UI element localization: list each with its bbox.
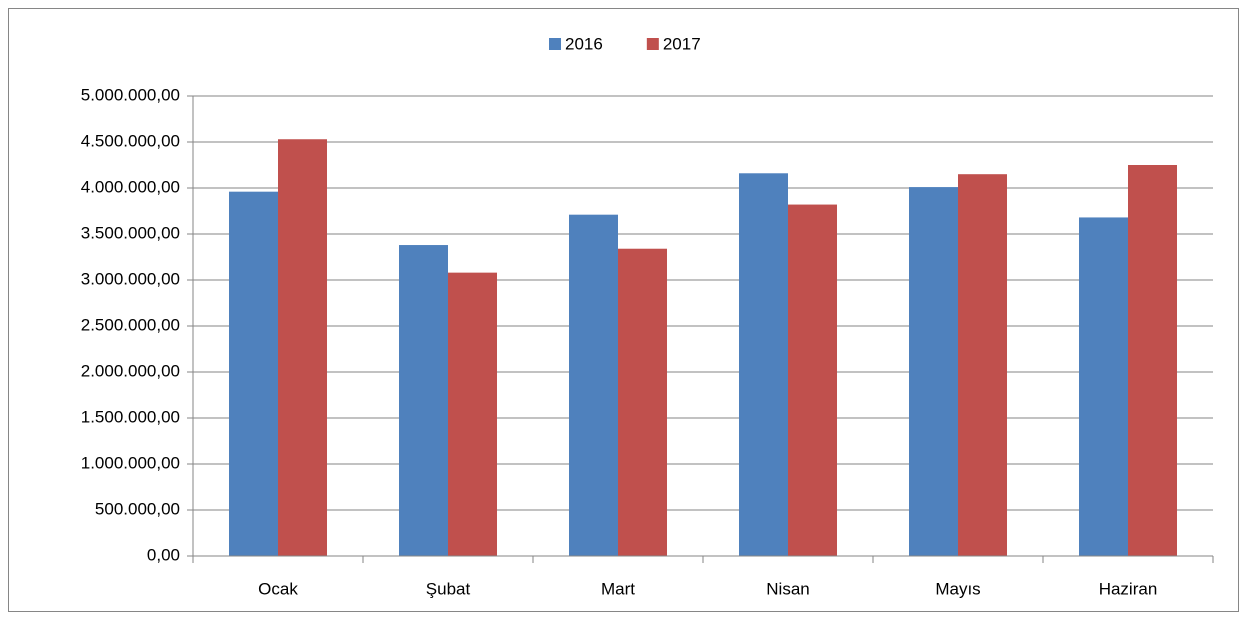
y-tick-label: 0,00 xyxy=(147,545,180,564)
y-tick-label: 4.500.000,00 xyxy=(81,131,180,150)
legend-label: 2016 xyxy=(565,34,603,53)
bar xyxy=(399,245,448,557)
bar xyxy=(958,174,1007,556)
y-tick-label: 3.500.000,00 xyxy=(81,223,180,242)
x-tick-label: Ocak xyxy=(258,579,298,598)
bar xyxy=(618,248,667,556)
x-tick-label: Şubat xyxy=(426,579,471,598)
bar xyxy=(1079,217,1128,556)
x-tick-label: Mayıs xyxy=(935,579,980,598)
y-tick-label: 5.000.000,00 xyxy=(81,85,180,104)
y-tick-label: 1.500.000,00 xyxy=(81,407,180,426)
bar xyxy=(278,139,327,557)
legend-swatch xyxy=(646,38,659,50)
y-tick-label: 2.000.000,00 xyxy=(81,361,180,380)
bar xyxy=(569,214,618,556)
y-tick-label: 1.000.000,00 xyxy=(81,453,180,472)
bar xyxy=(448,272,497,556)
y-tick-label: 4.000.000,00 xyxy=(81,177,180,196)
y-tick-label: 3.000.000,00 xyxy=(81,269,180,288)
bar xyxy=(909,187,958,556)
legend-label: 2017 xyxy=(663,34,701,53)
x-tick-label: Mart xyxy=(601,579,635,598)
y-tick-label: 500.000,00 xyxy=(95,499,180,518)
x-tick-label: Haziran xyxy=(1099,579,1158,598)
bar xyxy=(739,173,788,556)
bar xyxy=(1128,165,1177,556)
y-tick-label: 2.500.000,00 xyxy=(81,315,180,334)
x-tick-label: Nisan xyxy=(766,579,809,598)
bar xyxy=(788,204,837,556)
bar xyxy=(229,191,278,556)
legend-swatch xyxy=(549,38,561,50)
